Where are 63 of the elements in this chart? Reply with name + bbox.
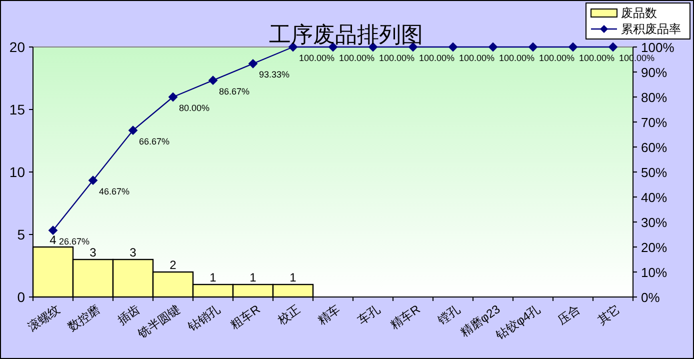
data-label: 100.00% [339, 53, 375, 63]
data-label: 3 [90, 246, 97, 260]
data-label: 46.67% [99, 186, 130, 196]
data-label: 86.67% [219, 86, 250, 96]
point [88, 176, 98, 185]
data-label: 80.00% [179, 103, 210, 113]
data-label: 1 [210, 270, 217, 284]
x-tick-label: 车孔 [355, 302, 383, 328]
x-tick-label: 精车 [315, 302, 343, 328]
y2-tick-label: 40% [641, 190, 668, 205]
x-tick-label: 精车R [388, 302, 423, 332]
data-label: 3 [130, 246, 137, 260]
y2-tick-label: 10% [641, 265, 668, 280]
point [128, 126, 138, 135]
y2-tick-label: 100% [641, 40, 675, 55]
point [208, 76, 218, 85]
point [528, 42, 538, 52]
x-tick-label: 校正 [274, 302, 303, 328]
data-label: 100.00% [459, 53, 495, 63]
point [608, 42, 618, 52]
x-tick-label: 滚螺纹 [25, 302, 63, 334]
point [568, 42, 578, 52]
y2-tick-label: 90% [641, 65, 668, 80]
data-label: 100.00% [579, 53, 615, 63]
point [248, 59, 258, 68]
y2-tick-label: 0% [641, 290, 660, 305]
y2-tick-label: 20% [641, 240, 668, 255]
data-label: 26.67% [59, 236, 90, 246]
data-label: 100.00% [419, 53, 455, 63]
data-label: 93.33% [259, 70, 290, 80]
x-tick-label: 粗车R [228, 302, 263, 332]
y-tick-label: 10 [9, 164, 26, 180]
legend-label: 累积废品率 [621, 22, 681, 36]
chart-title: 工序废品排列图 [269, 22, 423, 47]
y-tick-label: 0 [17, 289, 26, 305]
y2-tick-label: 60% [641, 140, 668, 155]
data-label: 66.67% [139, 136, 170, 146]
data-label: 2 [170, 258, 177, 272]
y2-tick-label: 70% [641, 115, 668, 130]
x-tick-label: 插齿 [115, 302, 143, 328]
x-tick-label: 钻销孔 [184, 302, 223, 335]
data-label: 100.00% [379, 53, 415, 63]
point [48, 226, 58, 235]
y-tick-label: 20 [9, 39, 26, 55]
y2-tick-label: 50% [641, 165, 668, 180]
data-label: 100.00% [499, 53, 535, 63]
y2-tick-label: 30% [641, 215, 668, 230]
legend-label: 废品数 [621, 6, 657, 20]
y2-tick-label: 80% [641, 90, 668, 105]
x-tick-label: 其它 [595, 302, 623, 328]
data-label: 4 [50, 233, 57, 247]
point [168, 92, 178, 102]
data-label: 100.00% [299, 53, 335, 63]
y-tick-label: 15 [9, 102, 26, 118]
x-tick-label: 镗孔 [434, 302, 463, 328]
x-tick-label: 数控磨 [65, 302, 103, 334]
data-label: 100.00% [539, 53, 575, 63]
x-tick-label: 压合 [555, 302, 583, 328]
data-label: 1 [290, 270, 297, 284]
data-label: 1 [250, 270, 257, 284]
point [448, 42, 458, 52]
point [488, 42, 498, 52]
y-tick-label: 5 [17, 226, 26, 242]
